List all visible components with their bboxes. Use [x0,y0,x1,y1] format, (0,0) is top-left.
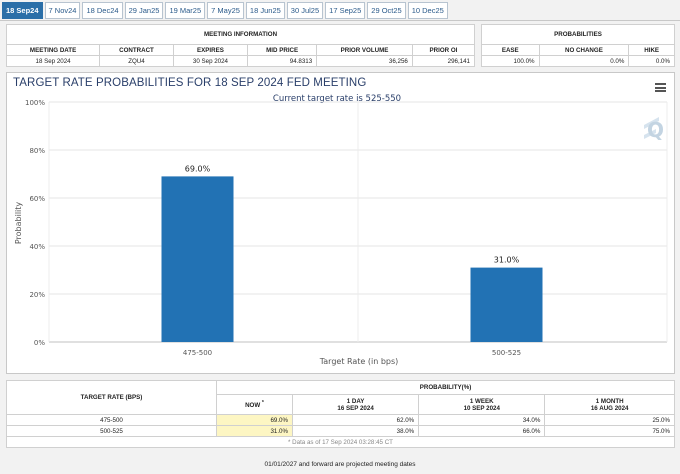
x-axis-ticks: 475-500 500-525 [183,349,521,357]
x-tick-label: 500-525 [492,349,521,357]
now-cell: 31.0% [216,425,293,437]
mid-price-value: 94.8313 [247,55,318,67]
y-tick-label: 40% [29,243,45,251]
now-cell: 69.0% [216,414,293,426]
tab-10-dec25[interactable]: 10 Dec25 [407,2,448,19]
tab-divider [0,20,680,21]
x-axis-label: Target Rate (in bps) [319,357,399,366]
one-day-cell: 38.0% [291,425,420,437]
chart-title: TARGET RATE PROBABILITIES FOR 18 SEP 202… [13,77,367,89]
meeting-info-title: MEETING INFORMATION [6,24,475,45]
prior-oi-value: 296,141 [411,55,476,67]
header-expires: EXPIRES [172,44,249,56]
rate-cell: 475-500 [6,414,217,426]
probabilities-title: PROBABILITIES [481,24,675,45]
probabilities-table: PROBABILITIES EASE NO CHANGE HIKE 100.0%… [481,24,675,67]
one-month-header: 1 MONTH 16 AUG 2024 [544,394,675,415]
one-month-label: 1 MONTH [595,397,624,405]
tab-18-jun25[interactable]: 18 Jun25 [245,2,285,19]
one-week-cell: 34.0% [418,414,546,426]
one-week-date: 10 SEP 2024 [463,404,500,412]
now-asterisk: * [261,399,264,406]
target-rate-table: TARGET RATE (BPS) PROBABILITY(%) NOW * 1… [6,380,675,448]
chart-panel: TARGET RATE PROBABILITIES FOR 18 SEP 202… [6,72,675,374]
header-ease: EASE [481,44,540,56]
table-row: 500-525 31.0% 38.0% 66.0% 75.0% [6,425,675,437]
y-tick-label: 0% [34,339,45,347]
y-axis-label: Probability [14,202,23,245]
watermark-q-icon: Q [644,117,664,142]
y-tick-label: 100% [25,99,45,107]
chart-grid [48,101,668,343]
meeting-tabs: 18 Sep24 7 Nov24 18 Dec24 29 Jan25 19 Ma… [2,2,450,20]
tab-29-oct25[interactable]: 29 Oct25 [367,2,406,19]
tab-7-nov24[interactable]: 7 Nov24 [44,2,81,19]
target-rate-header: TARGET RATE (BPS) [6,380,217,415]
one-week-header: 1 WEEK 10 SEP 2024 [418,394,546,415]
x-tick-label: 475-500 [183,349,212,357]
header-prior-oi: PRIOR OI [411,44,476,56]
prior-volume-value: 36,256 [316,55,413,67]
header-meeting-date: MEETING DATE [5,44,101,56]
tab-18-sep24[interactable]: 18 Sep24 [2,2,43,19]
probability-bar-chart: Current target rate is 525-550 Q 0% 20% 40… [14,94,668,366]
chart-subtitle: Current target rate is 525-550 [273,94,401,104]
one-week-cell: 66.0% [418,425,546,437]
no-change-value: 0.0% [538,55,630,67]
header-contract: CONTRACT [99,44,174,56]
now-header: NOW * [216,394,293,415]
tab-19-mar25[interactable]: 19 Mar25 [165,2,206,19]
one-month-date: 16 AUG 2024 [590,404,629,412]
bar-500-525[interactable] [470,267,543,342]
one-month-cell: 75.0% [544,425,675,437]
tab-18-dec24[interactable]: 18 Dec24 [82,2,123,19]
y-tick-label: 20% [29,291,45,299]
data-label: 31.0% [494,256,520,265]
y-axis-ticks: 0% 20% 40% 60% 80% 100% [25,99,45,347]
one-day-header: 1 DAY 16 SEP 2024 [291,394,420,415]
y-tick-label: 80% [29,147,45,155]
tab-29-jan25[interactable]: 29 Jan25 [124,2,164,19]
header-prior-volume: PRIOR VOLUME [316,44,413,56]
expires-value: 30 Sep 2024 [172,55,249,67]
header-no-change: NO CHANGE [538,44,630,56]
header-mid-price: MID PRICE [247,44,318,56]
menu-icon[interactable] [655,83,666,92]
data-label: 69.0% [185,164,211,173]
one-day-cell: 62.0% [291,414,420,426]
probability-header: PROBABILITY(%) [216,380,675,395]
svg-text:Q: Q [647,118,664,142]
ease-value: 100.0% [481,55,540,67]
meeting-info-table: MEETING INFORMATION MEETING DATE CONTRAC… [5,24,476,67]
now-label: NOW [245,402,261,410]
rate-cell: 500-525 [6,425,217,437]
tab-7-may25[interactable]: 7 May25 [207,2,244,19]
one-day-date: 16 SEP 2024 [337,404,374,412]
header-hike: HIKE [628,44,675,56]
one-week-label: 1 WEEK [469,397,494,405]
tab-30-jul25[interactable]: 30 Jul25 [286,2,324,19]
one-day-label: 1 DAY [346,397,365,405]
y-tick-label: 60% [29,195,45,203]
hike-value: 0.0% [628,55,675,67]
table-row: 475-500 69.0% 62.0% 34.0% 25.0% [6,414,675,426]
one-month-cell: 25.0% [544,414,675,426]
bar-475-500[interactable] [161,176,234,342]
data-timestamp-note: * Data as of 17 Sep 2024 03:28:45 CT [6,436,675,448]
chart-bars: 69.0% 31.0% [161,164,543,342]
footer-note: 01/01/2027 and forward are projected mee… [264,461,416,468]
meeting-date-value: 18 Sep 2024 [5,55,101,67]
tab-17-sep25[interactable]: 17 Sep25 [325,2,366,19]
contract-value: ZQU4 [99,55,174,67]
